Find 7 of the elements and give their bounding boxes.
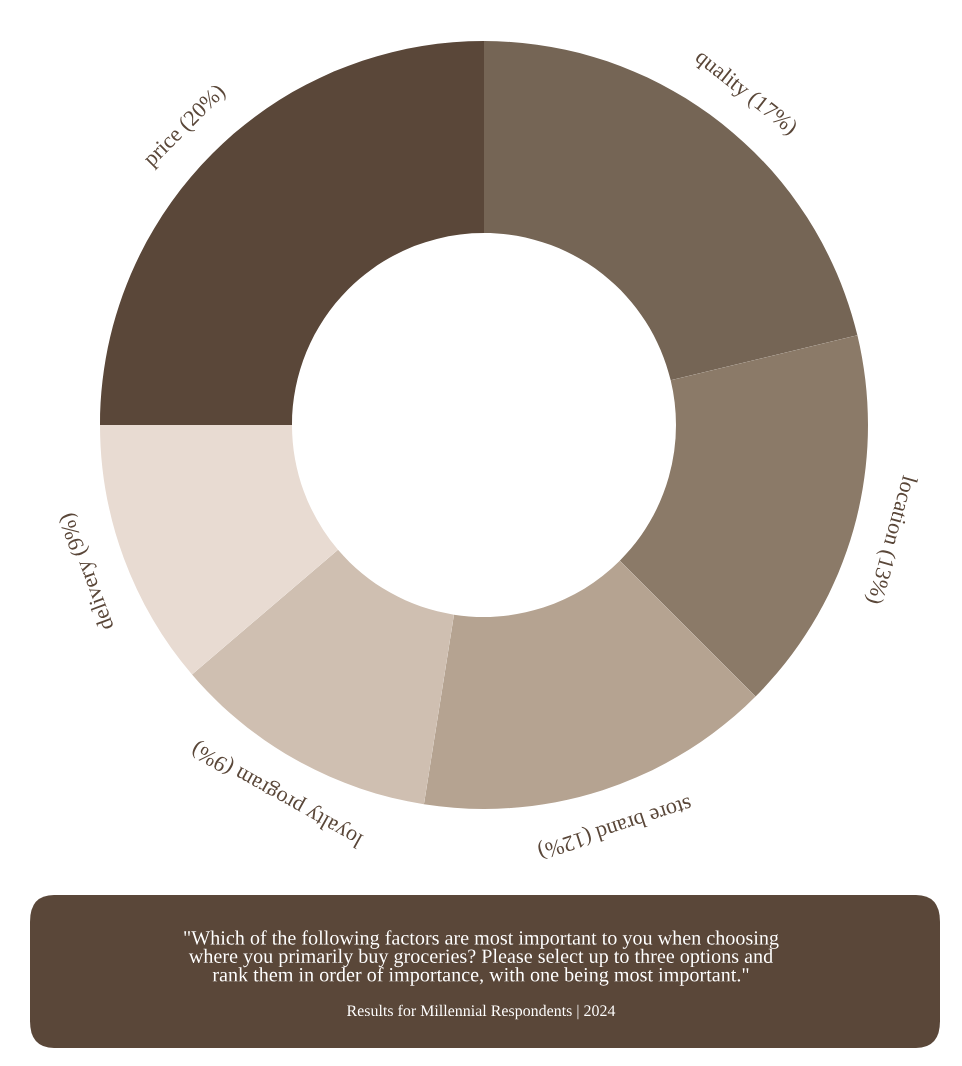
slice-label: location (13%) <box>863 473 919 606</box>
text: Results for Millennial Respondents | 2024 <box>346 1004 616 1020</box>
slice-label: delivery (9%) <box>57 511 119 632</box>
donut-slice <box>484 41 858 381</box>
donut-slice <box>100 41 484 425</box>
text: "Which of the following factors are most important to you when choosing where you primarily buy groceries? Please select up to three options and rank them in order of importance, with one being most important." <box>184 930 779 986</box>
slice-label: store brand (12%) <box>536 792 694 861</box>
